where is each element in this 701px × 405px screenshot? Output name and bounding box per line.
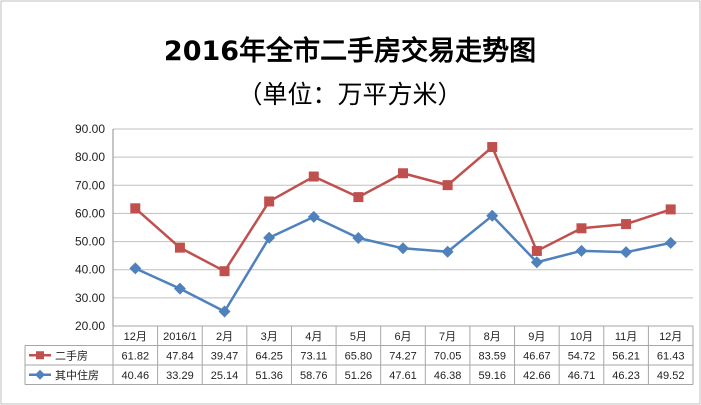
data-label: 73.11 xyxy=(300,350,327,362)
series-point-0 xyxy=(665,204,676,215)
data-label: 42.66 xyxy=(523,370,551,382)
data-label: 61.43 xyxy=(657,350,685,362)
data-label: 25.14 xyxy=(211,370,239,382)
data-label: 47.61 xyxy=(389,370,417,382)
y-tick-label: 90.00 xyxy=(75,122,105,136)
series-point-1 xyxy=(441,245,454,258)
x-tick-label: 11月 xyxy=(615,331,637,343)
series-point-1 xyxy=(664,236,677,249)
x-tick-label: 12月 xyxy=(124,331,147,343)
data-label: 51.36 xyxy=(255,370,283,382)
series-point-0 xyxy=(264,196,275,207)
series-layer xyxy=(129,142,677,318)
data-label: 74.27 xyxy=(389,350,417,362)
data-label: 59.16 xyxy=(478,370,506,382)
series-point-1 xyxy=(263,231,276,244)
x-tick-label: 4月 xyxy=(305,331,322,343)
data-label: 54.72 xyxy=(568,350,596,362)
series-point-0 xyxy=(487,142,498,153)
legend-label: 二手房 xyxy=(55,348,88,362)
data-label: 40.46 xyxy=(122,370,150,382)
y-tick-label: 50.00 xyxy=(75,235,105,249)
legend-label: 其中住房 xyxy=(55,368,99,382)
y-tick-label: 70.00 xyxy=(75,178,105,192)
x-tick-label: 7月 xyxy=(439,331,456,343)
series-point-0 xyxy=(442,180,453,191)
x-tick-label: 5月 xyxy=(350,331,367,343)
x-tick-label: 10月 xyxy=(570,331,593,343)
data-label: 46.71 xyxy=(568,370,596,382)
data-label: 46.23 xyxy=(612,370,640,382)
x-tick-label: 12月 xyxy=(659,331,682,343)
series-point-1 xyxy=(620,246,633,259)
legend-key-marker-1 xyxy=(35,369,45,380)
x-tick-label: 3月 xyxy=(261,331,278,343)
series-point-1 xyxy=(173,282,186,295)
data-label: 61.82 xyxy=(122,350,150,362)
data-label: 64.25 xyxy=(255,350,283,362)
data-label: 56.21 xyxy=(612,350,640,362)
series-point-1 xyxy=(397,242,409,255)
x-tick-label: 6月 xyxy=(394,331,411,343)
series-point-0 xyxy=(576,223,587,234)
data-label: 58.76 xyxy=(300,370,328,382)
series-point-1 xyxy=(530,256,543,269)
data-label: 46.38 xyxy=(434,370,462,382)
y-tick-label: 40.00 xyxy=(75,263,105,277)
data-label: 39.47 xyxy=(211,350,239,362)
x-tick-label: 2016/1 xyxy=(163,331,197,343)
x-tick-label: 8月 xyxy=(484,331,501,343)
chart-subtitle: （单位：万平方米） xyxy=(237,80,462,109)
series-point-0 xyxy=(621,219,632,230)
series-point-1 xyxy=(575,244,588,257)
series-point-0 xyxy=(398,168,408,179)
series-point-0 xyxy=(130,203,141,214)
series-point-0 xyxy=(174,242,185,253)
y-axis-ticks: 20.00 30.00 40.00 50.00 60.00 70.00 80.00 90.00 xyxy=(75,122,105,333)
data-label: 33.29 xyxy=(166,370,194,382)
data-label: 83.59 xyxy=(478,350,506,362)
data-label: 70.05 xyxy=(434,350,462,362)
series-point-0 xyxy=(308,171,319,182)
y-tick-label: 60.00 xyxy=(75,206,105,220)
x-tick-label: 2月 xyxy=(216,331,233,343)
data-label: 65.80 xyxy=(345,350,373,362)
series-point-1 xyxy=(352,232,365,245)
y-tick-label: 80.00 xyxy=(75,150,105,164)
series-point-0 xyxy=(353,192,364,203)
series-point-0 xyxy=(219,266,230,277)
data-label: 51.26 xyxy=(345,370,373,382)
series-point-1 xyxy=(129,262,142,275)
series-point-1 xyxy=(486,209,499,222)
data-label: 46.67 xyxy=(523,350,551,362)
series-point-1 xyxy=(218,305,231,318)
x-tick-label: 9月 xyxy=(528,331,545,343)
series-point-1 xyxy=(307,210,320,223)
series-point-0 xyxy=(531,245,542,256)
chart-title: 2016年全市二手房交易走势图 xyxy=(164,35,536,67)
data-label: 47.84 xyxy=(166,350,194,362)
legend-key-marker-0 xyxy=(36,351,44,360)
data-label: 49.52 xyxy=(657,370,685,382)
y-tick-label: 20.00 xyxy=(75,319,105,333)
y-tick-label: 30.00 xyxy=(75,291,105,305)
